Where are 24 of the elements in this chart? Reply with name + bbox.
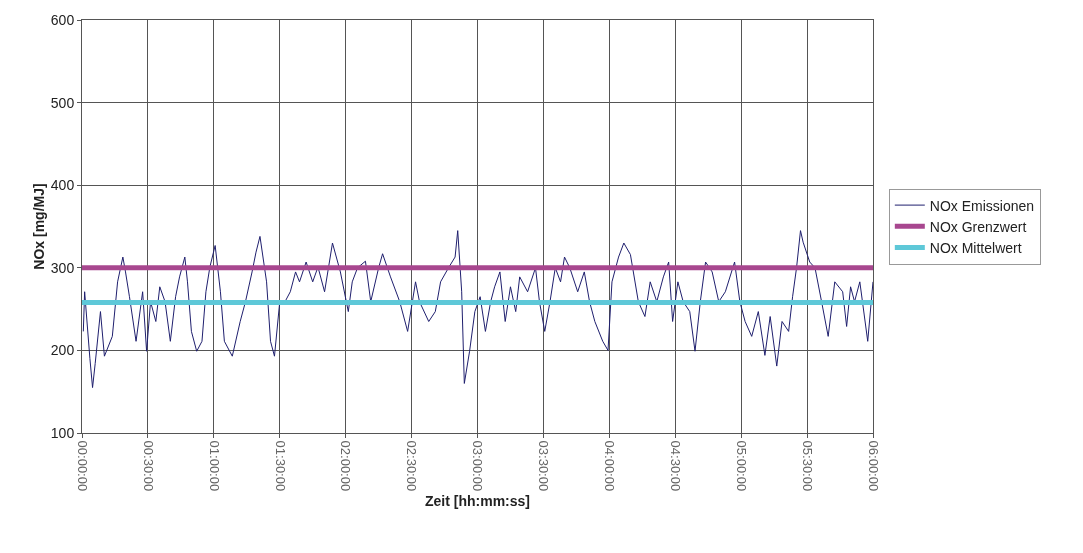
legend-label: NOx Mittelwert — [929, 239, 1022, 256]
x-tick-label: 01:00:00 — [206, 440, 222, 492]
x-tick-label: 06:00:00 — [865, 440, 881, 492]
y-tick-label: 200 — [50, 342, 75, 359]
x-tick-label: 04:00:00 — [602, 440, 618, 492]
y-tick-label: 500 — [50, 94, 75, 111]
legend-label: NOx Grenzwert — [929, 218, 1027, 235]
x-axis-title: Zeit [hh:mm:ss] — [425, 493, 530, 510]
y-tick-label: 300 — [50, 259, 75, 276]
y-axis-title: NOx [mg/MJ] — [31, 183, 47, 270]
x-tick-label: 05:30:00 — [799, 440, 815, 492]
x-tick-label: 03:30:00 — [536, 440, 552, 492]
x-tick-label: 01:30:00 — [272, 440, 288, 492]
x-tick-label: 00:30:00 — [140, 440, 156, 492]
x-tick-label: 03:00:00 — [470, 440, 486, 492]
x-tick-label: 02:00:00 — [338, 440, 354, 492]
y-tick-label: 600 — [50, 11, 75, 28]
x-tick-label: 05:00:00 — [733, 440, 749, 492]
x-tick-label: 02:30:00 — [404, 440, 420, 492]
x-tick-label: 04:30:00 — [668, 440, 684, 492]
y-tick-label: 100 — [50, 424, 75, 441]
y-tick-label: 400 — [50, 177, 75, 194]
legend-label: NOx Emissionen — [929, 197, 1035, 214]
x-tick-label: 00:00:00 — [74, 440, 90, 492]
